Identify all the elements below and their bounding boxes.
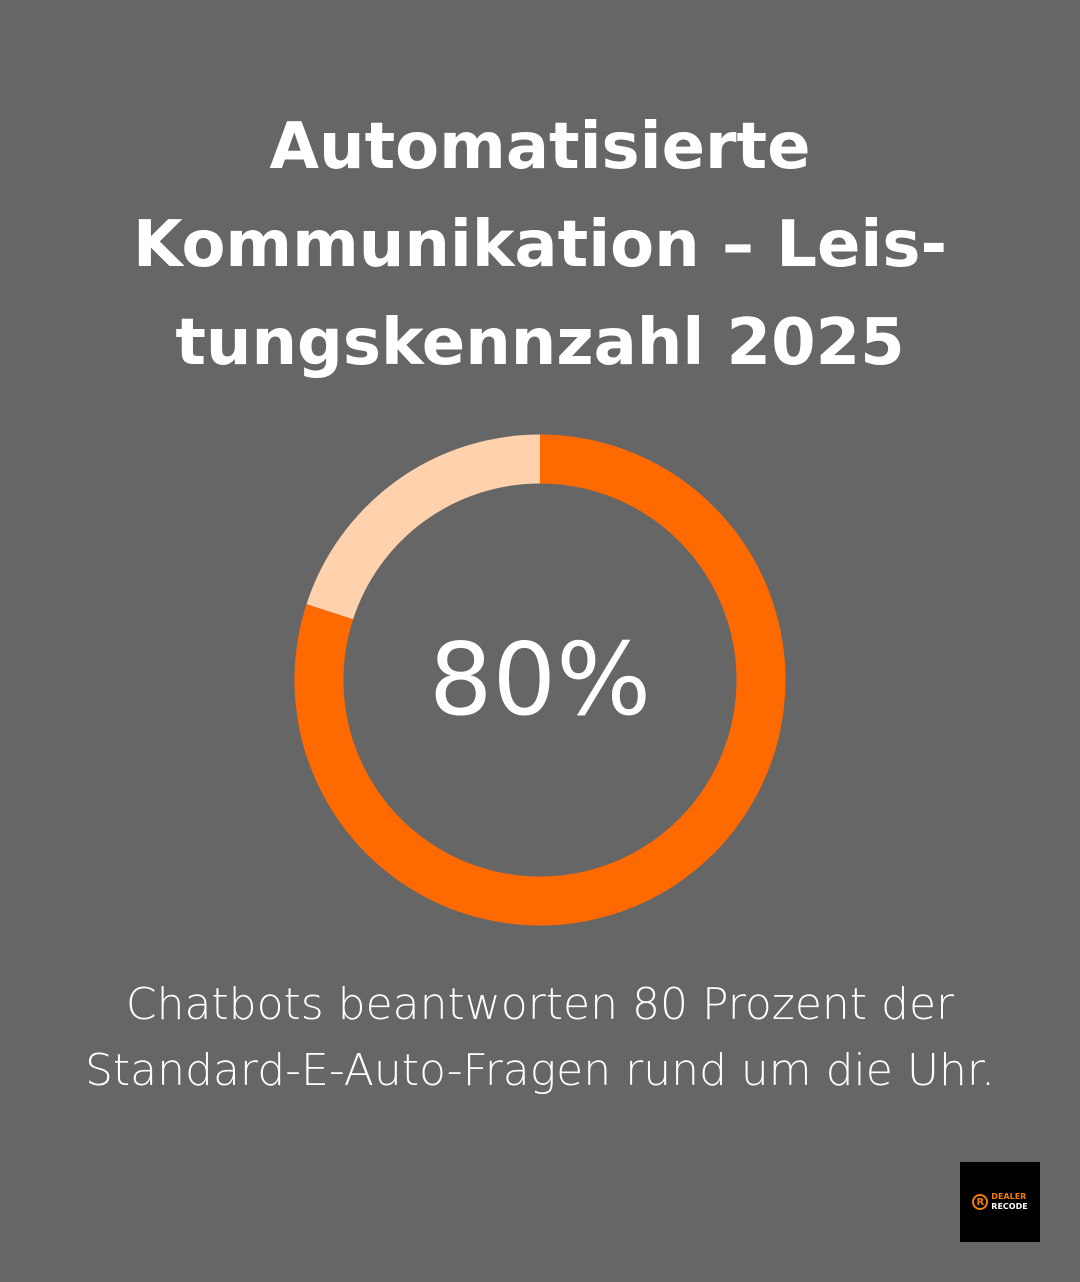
title-line-2: Kommunikation – Leis- xyxy=(132,208,948,282)
title-line-3: tungskennzahl 2025 xyxy=(175,306,905,380)
donut-slice-2 xyxy=(306,434,541,620)
donut-chart xyxy=(294,434,786,926)
logo-r-icon: R xyxy=(972,1194,989,1210)
donut-center-label: 80% xyxy=(428,621,652,738)
logo-line-2: RECODE xyxy=(991,1202,1028,1211)
caption: Chatbots beantworten 80 Prozent der Stan… xyxy=(0,972,1080,1104)
donut-slice-1 xyxy=(294,434,786,926)
page-title: Automatisierte Kommunikation – Leis- tun… xyxy=(0,98,1080,392)
dealer-recode-logo: R DEALER RECODE xyxy=(960,1162,1040,1242)
title-line-1: Automatisierte xyxy=(269,110,811,184)
logo-line-1: DEALER xyxy=(991,1192,1027,1201)
caption-line-1: Chatbots beantworten 80 Prozent der xyxy=(125,979,955,1030)
caption-line-2: Standard-E-Auto-Fragen rund um die Uhr. xyxy=(85,1045,995,1096)
